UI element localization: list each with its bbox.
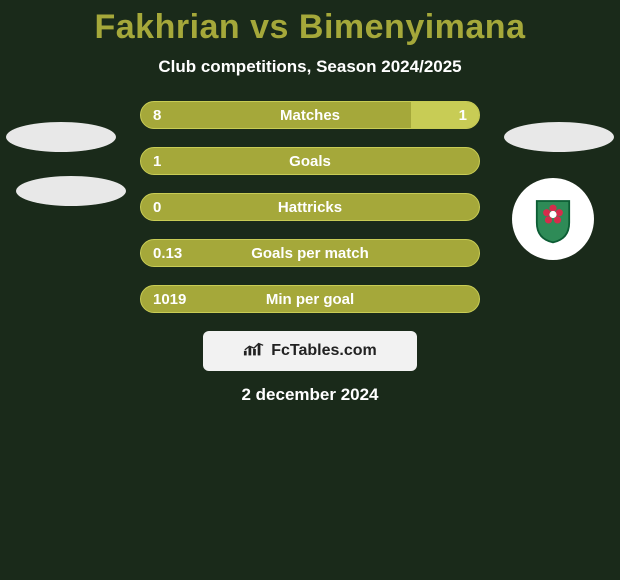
stat-value-left: 0	[153, 194, 161, 220]
stat-value-left: 8	[153, 102, 161, 128]
stat-name: Matches	[280, 102, 340, 128]
stat-name: Goals per match	[251, 240, 369, 266]
stat-bar: 1 Goals	[140, 147, 480, 175]
team-badge-placeholder-left	[16, 176, 126, 206]
stat-bar: 8 Matches 1	[140, 101, 480, 129]
stat-value-left: 0.13	[153, 240, 182, 266]
page-title: Fakhrian vs Bimenyimana	[0, 8, 620, 47]
club-crest-icon	[526, 192, 580, 246]
watermark-text: FcTables.com	[271, 342, 377, 360]
chart-icon	[243, 341, 265, 362]
stat-bar: 1019 Min per goal	[140, 285, 480, 313]
date-text: 2 december 2024	[0, 385, 620, 405]
stat-value-left: 1019	[153, 286, 186, 312]
stat-name: Min per goal	[266, 286, 354, 312]
stat-name: Hattricks	[278, 194, 342, 220]
stat-bar: 0.13 Goals per match	[140, 239, 480, 267]
stat-name: Goals	[289, 148, 331, 174]
team-badge-right	[512, 178, 594, 260]
watermark-badge: FcTables.com	[203, 331, 417, 371]
stat-value-left: 1	[153, 148, 161, 174]
stat-bar: 0 Hattricks	[140, 193, 480, 221]
stat-bar-fill-right	[411, 102, 479, 128]
subtitle: Club competitions, Season 2024/2025	[0, 57, 620, 77]
team-badge-placeholder-left	[6, 122, 116, 152]
team-badge-placeholder-right	[504, 122, 614, 152]
stat-value-right: 1	[459, 102, 467, 128]
